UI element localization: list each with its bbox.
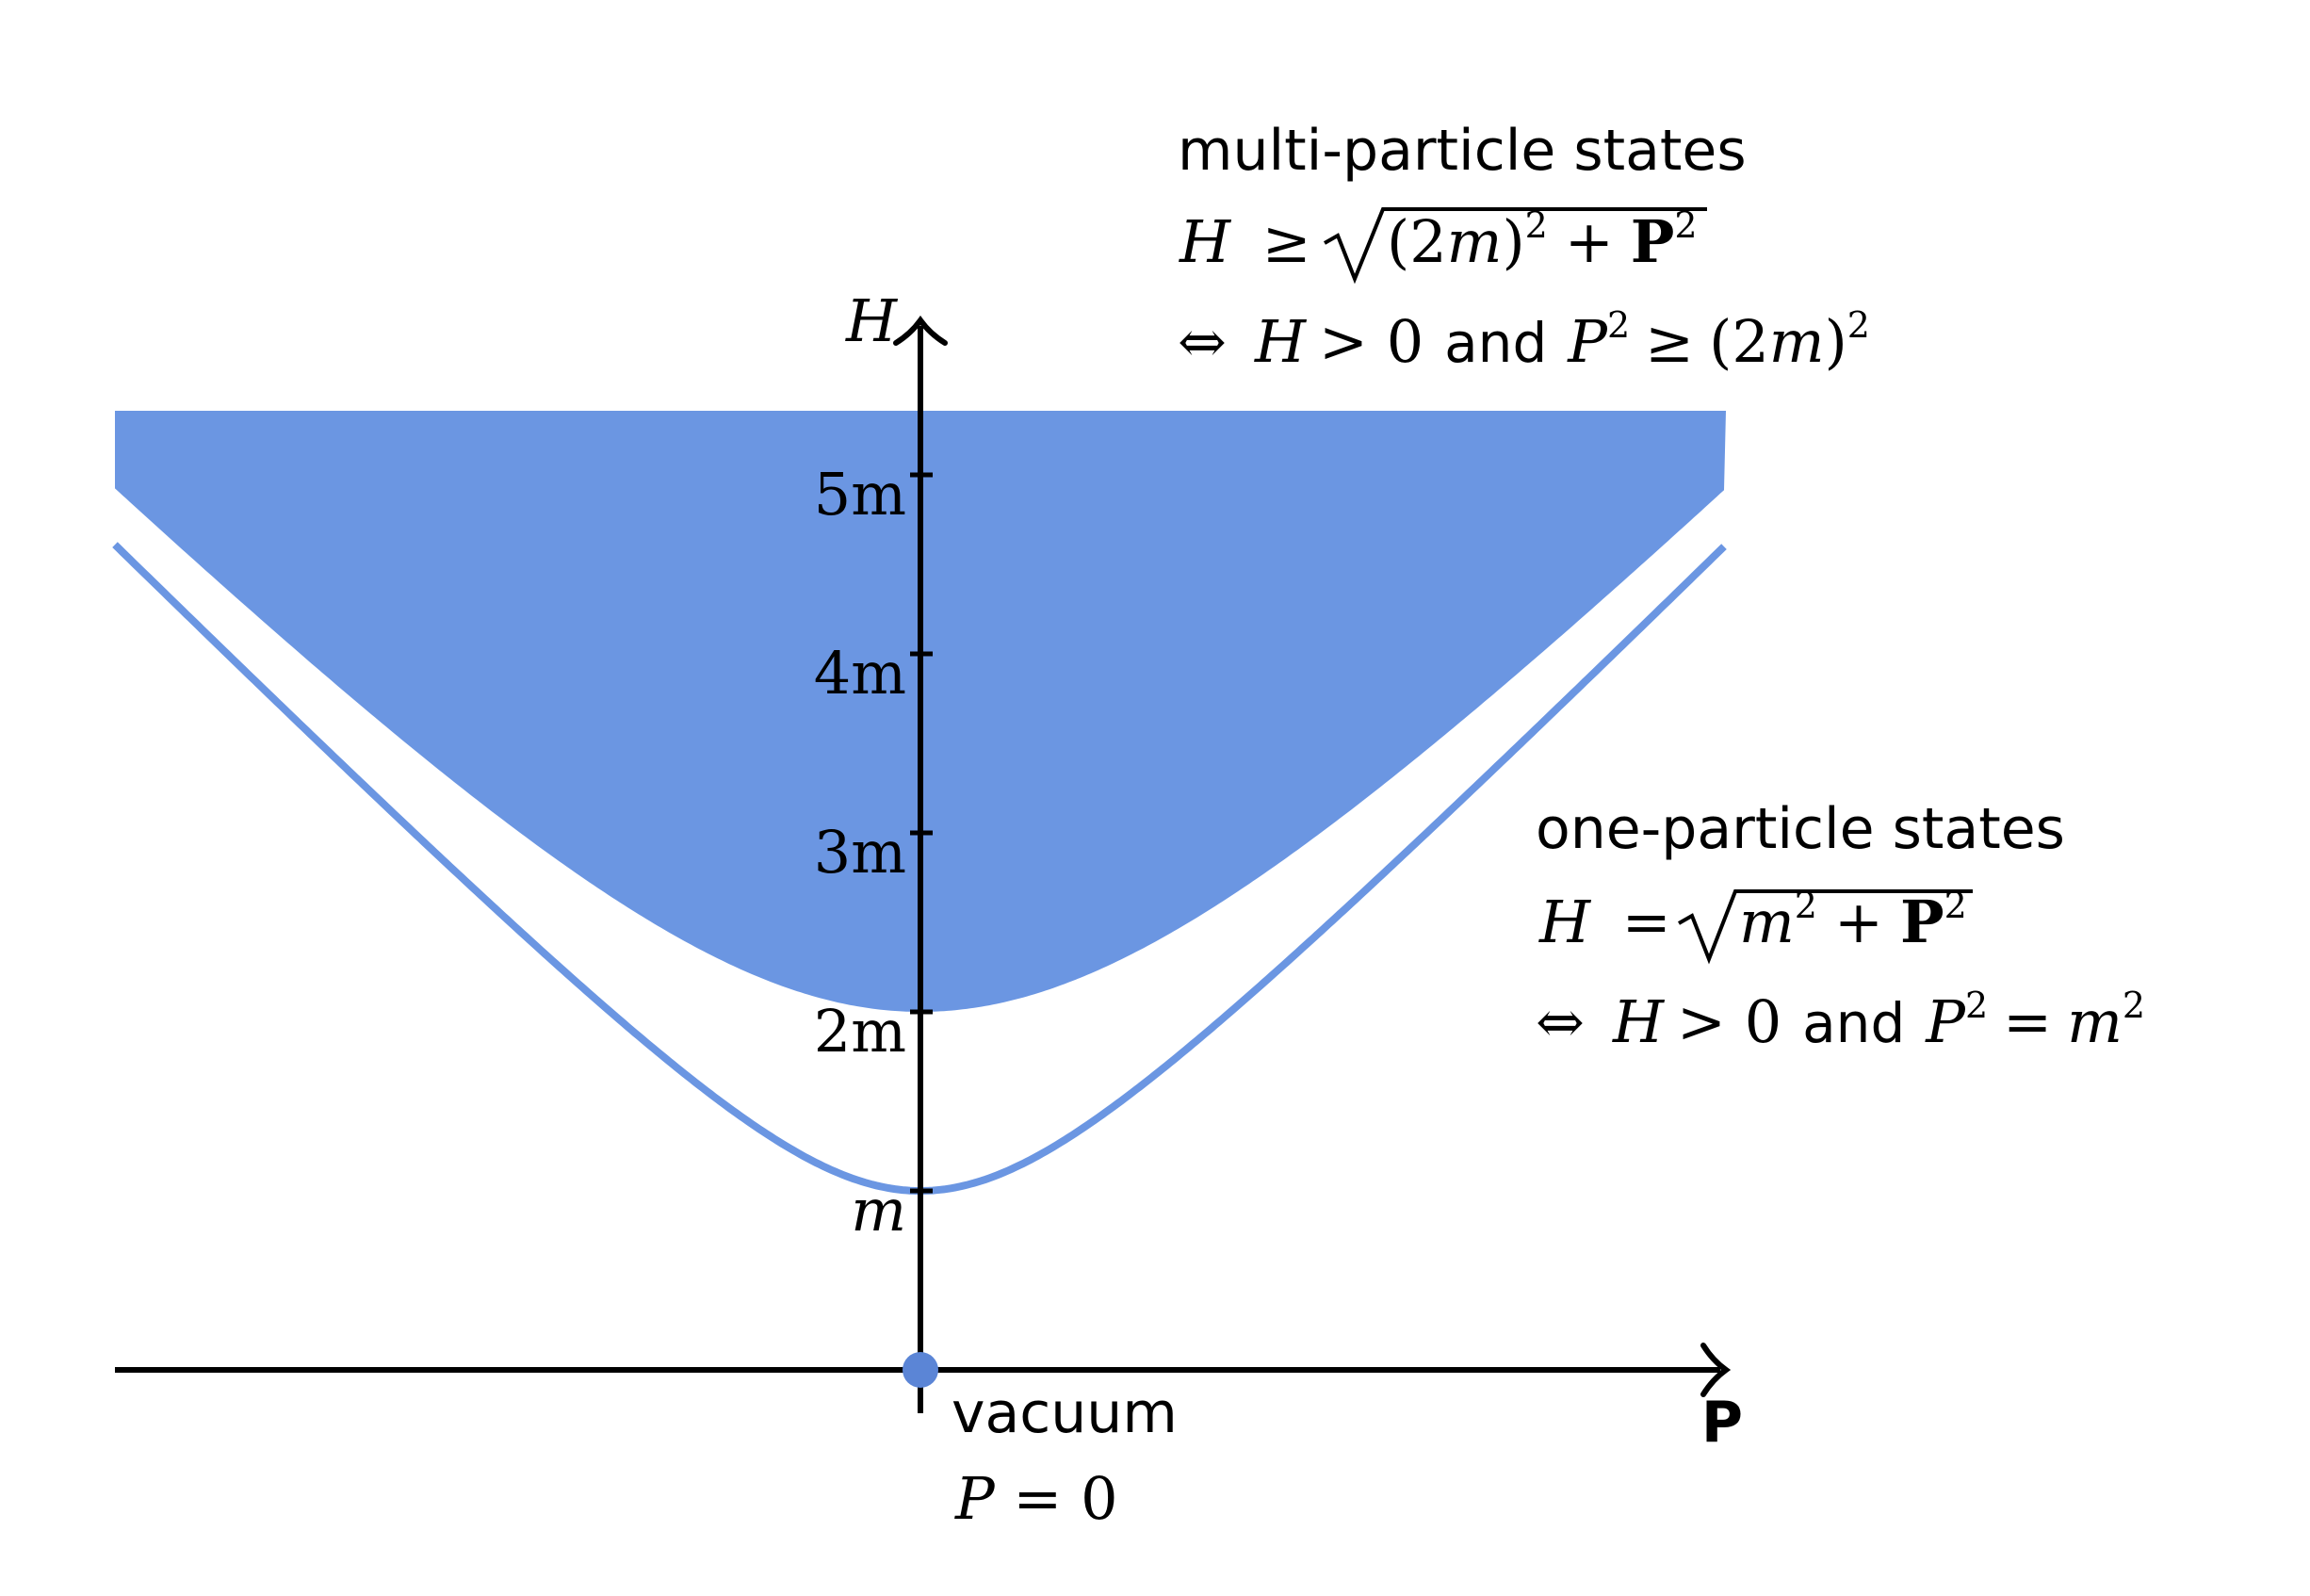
tick-label-4m: 4m [814,639,906,708]
one-particle-equation: H = m2 + P2 [1538,885,1973,965]
one-eq-lhs: H = [1538,888,1671,956]
multi-eq-radicand: (2m)2 + P2 [1387,204,1698,276]
one-eq-radicand: m2 + P2 [1739,885,1967,956]
vacuum-point [903,1352,938,1388]
momentum-axis-arrowhead [1700,1343,1732,1397]
tick-label-5m: 5m [814,460,906,529]
multi-particle-condition: ⇔ H > 0 and P2 ≥ (2m)2 [1178,304,1870,376]
multi-particle-inequality: H ≥ (2m)2 + P2 [1179,204,1707,285]
multi-eq-lhs: H ≥ [1179,207,1311,276]
tick-1m: m [851,1176,933,1245]
tick-5m: 5m [814,460,933,529]
energy-axis-arrowhead [893,315,948,346]
vacuum-label: vacuum [952,1380,1178,1446]
tick-4m: 4m [814,639,933,708]
one-particle-condition: ⇔ H > 0 and P2 = m2 [1536,985,2145,1056]
tick-label-3m: 3m [814,818,906,887]
sqrt-sign [1324,207,1707,285]
vacuum-equation: P = 0 [954,1464,1118,1533]
momentum-axis-label: P [1701,1390,1743,1456]
tick-label-2m: 2m [814,997,906,1066]
tick-2m: 2m [814,997,933,1066]
multi-particle-title: multi-particle states [1178,118,1747,184]
tick-label-1m: m [851,1176,906,1245]
one-particle-title: one-particle states [1536,796,2065,862]
energy-axis-label: H [845,286,899,355]
tick-3m: 3m [814,818,933,887]
sqrt-sign [1678,889,1973,965]
